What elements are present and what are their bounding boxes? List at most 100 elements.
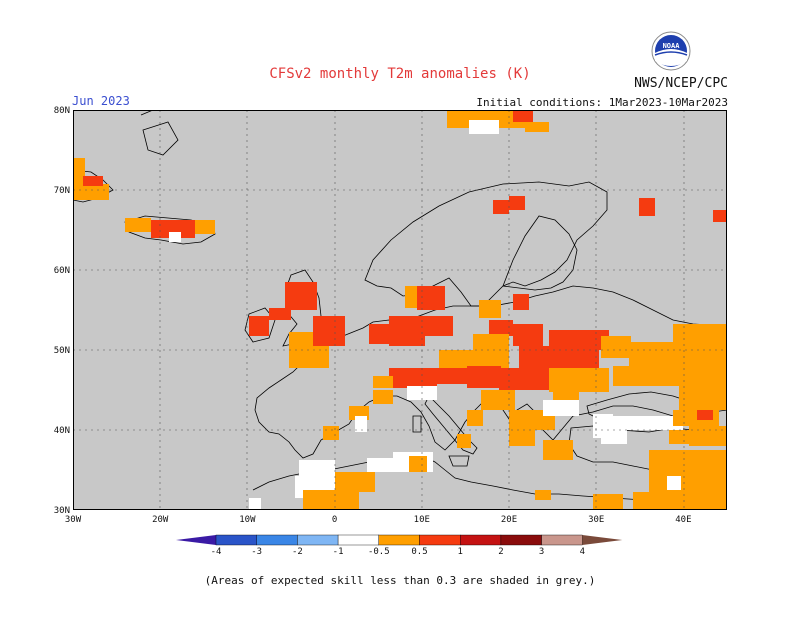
anomaly-cell <box>543 440 573 460</box>
anomaly-cell <box>535 490 551 500</box>
anomaly-cell <box>313 316 345 346</box>
logo-text: NOAA <box>663 42 681 50</box>
anomaly-map <box>73 110 727 510</box>
anomaly-cell <box>481 390 515 410</box>
colorbar-tick-label: -2 <box>292 547 303 557</box>
anomaly-cell <box>593 494 623 510</box>
lon-label: 30W <box>65 515 82 525</box>
colorbar-segment <box>460 534 502 546</box>
anomaly-cell <box>499 368 549 390</box>
anomaly-cell <box>549 368 609 392</box>
anomaly-cell <box>169 232 181 242</box>
colorbar-tick-label: -3 <box>251 547 262 557</box>
anomaly-cell <box>289 332 313 346</box>
anomaly-cell <box>513 110 533 122</box>
anomaly-cell <box>513 324 543 346</box>
anomaly-cell <box>513 294 529 310</box>
colorbar-tick-label: 0.5 <box>411 547 427 557</box>
anomaly-cell <box>439 350 473 368</box>
colorbar-segment <box>256 534 298 546</box>
anomaly-cell <box>151 220 195 238</box>
anomaly-cell <box>629 342 679 368</box>
colorbar-segment <box>297 534 339 546</box>
anomaly-cell <box>373 390 393 404</box>
anomaly-cell <box>303 490 359 510</box>
anomaly-cells <box>73 110 727 510</box>
lat-label: 70N <box>54 186 70 196</box>
colorbar-tick-label: 1 <box>457 547 462 557</box>
lon-label: 30E <box>588 515 604 525</box>
anomaly-cell <box>467 410 483 426</box>
anomaly-cell <box>469 120 499 134</box>
lat-label: 30N <box>54 506 70 516</box>
anomaly-cell <box>425 316 453 336</box>
anomaly-cell <box>689 426 727 446</box>
map-background <box>73 110 727 510</box>
anomaly-cell <box>601 336 631 358</box>
colorbar-segment <box>378 534 420 546</box>
anomaly-cell <box>249 498 261 510</box>
anomaly-cell <box>269 308 291 320</box>
graticule <box>73 110 727 510</box>
noaa-logo: NOAA <box>651 31 691 71</box>
anomaly-cell <box>473 334 509 370</box>
lat-label: 60N <box>54 266 70 276</box>
anomaly-cell <box>249 316 269 336</box>
anomaly-cell <box>73 184 109 200</box>
colorbar-segment <box>337 534 380 546</box>
map-frame <box>73 110 727 510</box>
anomaly-cell <box>489 320 513 336</box>
anomaly-cell <box>509 196 525 210</box>
anomaly-cell <box>697 410 713 420</box>
footnote: (Areas of expected skill less than 0.3 a… <box>204 574 596 587</box>
colorbar-tick-label: 3 <box>539 547 544 557</box>
anomaly-cell <box>389 368 437 388</box>
anomaly-cell <box>613 416 683 430</box>
colorbar-segment <box>500 534 542 546</box>
lat-label: 40N <box>54 426 70 436</box>
lat-label: 50N <box>54 346 70 356</box>
anomaly-cell <box>73 158 85 184</box>
anomaly-cell <box>509 410 535 446</box>
anomaly-cell <box>285 282 317 310</box>
anomaly-cell <box>673 324 727 360</box>
anomaly-cell <box>713 210 727 222</box>
anomaly-cell <box>525 122 549 132</box>
anomaly-cell <box>373 376 393 388</box>
anomaly-cell <box>479 300 501 318</box>
anomaly-cell <box>367 458 397 472</box>
anomaly-cell <box>447 110 527 128</box>
anomaly-cell <box>519 346 599 370</box>
anomaly-cell <box>409 456 427 472</box>
colorbar-tick-label: -1 <box>333 547 344 557</box>
lon-label: 40E <box>675 515 691 525</box>
colorbar-tick-label: -0.5 <box>368 547 390 557</box>
anomaly-cell <box>679 360 727 410</box>
anomaly-cell <box>405 286 417 308</box>
anomaly-cell <box>299 460 335 478</box>
lon-label: 20E <box>501 515 517 525</box>
anomaly-cell <box>289 346 329 368</box>
anomaly-cell <box>437 368 467 384</box>
anomaly-cell <box>633 492 653 510</box>
anomaly-cell <box>649 450 727 510</box>
anomaly-cell <box>613 366 683 386</box>
colorbar-segment <box>541 534 583 546</box>
anomaly-cell <box>417 286 445 310</box>
anomaly-cell <box>467 366 501 388</box>
colorbar-segment <box>215 534 257 546</box>
anomaly-cell <box>457 434 471 448</box>
colorbar-tick-label: -4 <box>211 547 222 557</box>
colorbar-arrow-left <box>176 535 216 545</box>
anomaly-cell <box>335 472 375 492</box>
agency-label: NWS/NCEP/CPC <box>634 76 728 91</box>
valid-month-label: Jun 2023 <box>72 94 130 108</box>
anomaly-cell <box>389 316 425 346</box>
colorbar-tick-label: 2 <box>498 547 503 557</box>
anomaly-cell <box>601 430 627 444</box>
anomaly-cell <box>195 220 215 234</box>
anomaly-cell <box>125 218 151 232</box>
anomaly-cell <box>543 400 579 416</box>
anomaly-cell <box>83 176 103 186</box>
anomaly-cell <box>369 324 393 344</box>
